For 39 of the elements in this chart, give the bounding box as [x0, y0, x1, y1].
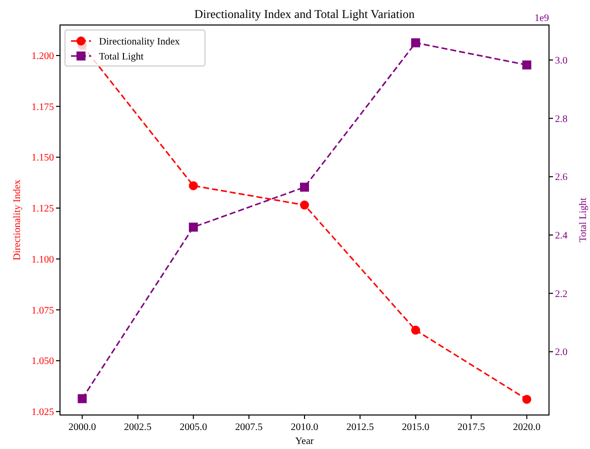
y2-tick-label: 2.0 [555, 347, 568, 358]
y-tick-label: 1.150 [32, 152, 54, 164]
point [78, 394, 87, 404]
y-tick-label: 1.050 [32, 356, 54, 368]
y-axis-title: Directionality Index [12, 180, 23, 260]
y-tick-label: 1.025 [32, 407, 54, 418]
y2-tick-label: 2.2 [555, 288, 568, 300]
y2-tick-label: 3.0 [555, 56, 568, 67]
y-tick-label: 1.125 [32, 204, 54, 215]
x-tick-label: 2002.5 [124, 422, 152, 433]
chart-title: Directionality Index and Total Light Variation [194, 7, 415, 21]
point [522, 60, 532, 70]
point [300, 182, 309, 192]
x-tick-label: 2000.0 [68, 422, 96, 433]
point [411, 326, 420, 335]
legend-label: Directionality Index [99, 36, 180, 48]
y2-axis-title: Total Light [578, 197, 589, 242]
x-tick-label: 2007.5 [235, 422, 263, 433]
y-tick-label: 1.200 [32, 51, 54, 62]
y-tick-label: 1.100 [32, 254, 54, 266]
point [188, 222, 198, 232]
y2-tick-label: 2.6 [555, 172, 568, 184]
point [411, 38, 420, 48]
x-tick-label: 2020.0 [513, 422, 541, 433]
legend-label: Total Light [99, 52, 144, 62]
x-tick-label: 2005.0 [180, 422, 208, 433]
y2-tick-label: 2.8 [555, 114, 568, 125]
point [188, 181, 198, 190]
point [300, 200, 309, 210]
y2-tick-label: 2.4 [555, 230, 568, 242]
y-tick-label: 1.175 [32, 102, 54, 113]
x-tick-label: 2017.5 [457, 422, 485, 433]
x-axis-title: Year [295, 436, 314, 447]
text: 1e9 [534, 13, 549, 24]
y-tick-label: 1.075 [32, 305, 54, 316]
x-tick-label: 2015.0 [402, 422, 430, 433]
x-tick-label: 2010.0 [290, 422, 318, 433]
point [522, 394, 532, 404]
x-tick-label: 2012.5 [346, 422, 374, 433]
